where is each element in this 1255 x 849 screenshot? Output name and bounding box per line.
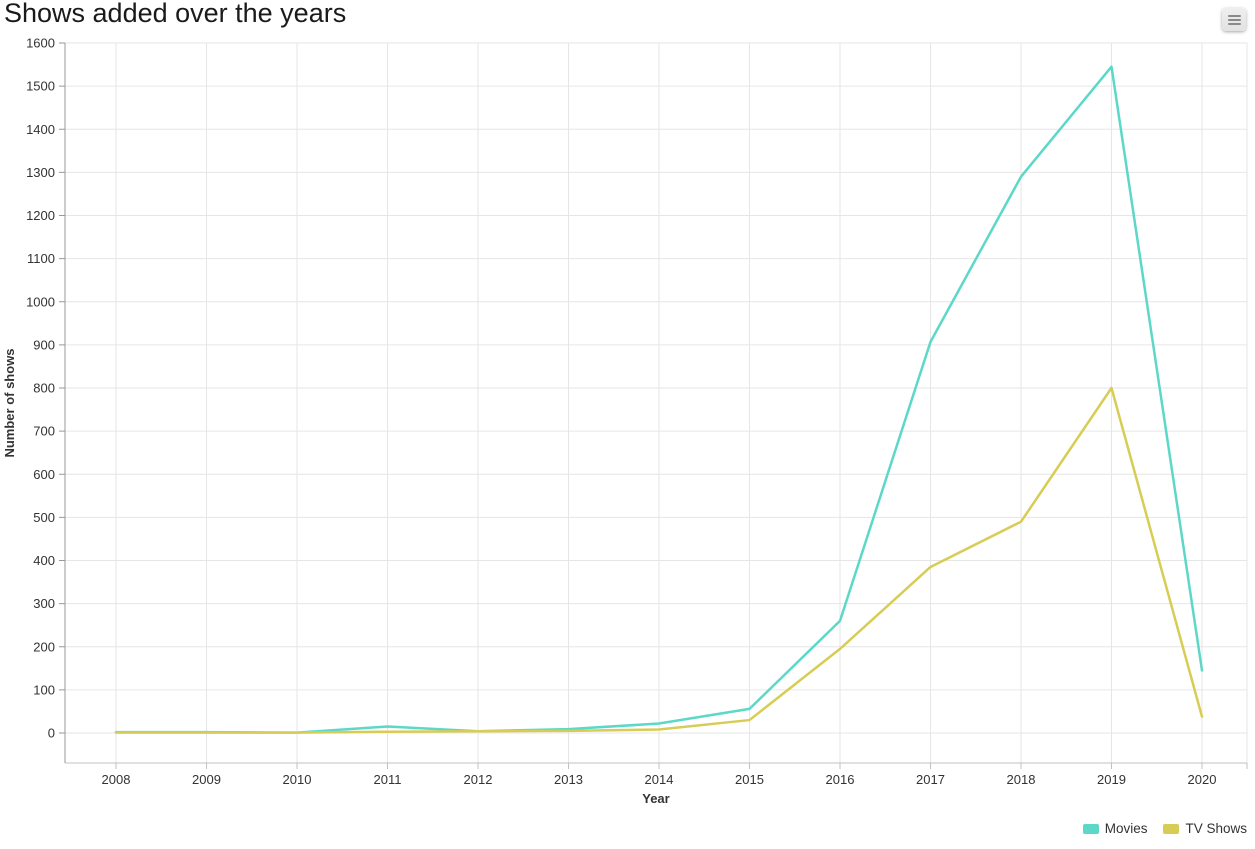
- tv-shows-line: [114, 386, 1204, 734]
- context-menu-button[interactable]: [1222, 8, 1246, 31]
- x-axis-label: 2018: [1007, 772, 1036, 787]
- x-axis-label: 2012: [464, 772, 493, 787]
- y-axis-label: 400: [33, 553, 55, 568]
- y-axis-label: 100: [33, 682, 55, 697]
- legend-item-tv-shows[interactable]: TV Shows: [1163, 821, 1247, 836]
- y-axis-label: 700: [33, 424, 55, 439]
- axis-labels: 0 100 200 300 400 500 600 700 800 900 1000 1100 1200…: [26, 36, 1216, 788]
- y-axis-label: 500: [33, 510, 55, 525]
- x-axis-label: 2020: [1188, 772, 1217, 787]
- y-axis-label: 0: [48, 726, 55, 741]
- x-axis-label: 2017: [916, 772, 945, 787]
- legend-swatch-tv-shows: [1163, 823, 1180, 834]
- axes: [59, 42, 1248, 769]
- y-axis-label: 1200: [26, 208, 55, 223]
- chart-title: Shows added over the years: [4, 0, 347, 28]
- y-axis-label: 1000: [26, 294, 55, 309]
- x-axis-label: 2011: [374, 772, 402, 787]
- x-axis-label: 2009: [192, 772, 221, 787]
- y-axis-label: 1400: [26, 122, 55, 137]
- y-axis-label: 300: [33, 596, 55, 611]
- y-axis-label: 200: [33, 639, 55, 654]
- y-axis-title: Number of shows: [2, 348, 17, 457]
- x-axis-label: 2016: [826, 772, 855, 787]
- legend: Movies TV Shows: [1082, 821, 1247, 836]
- gridlines: [65, 42, 1248, 763]
- y-axis-label: 1100: [27, 251, 55, 266]
- x-axis-label: 2010: [283, 772, 312, 787]
- y-axis-label: 900: [33, 337, 55, 352]
- x-axis-label: 2013: [554, 772, 583, 787]
- y-axis-label: 1500: [26, 79, 55, 94]
- legend-item-movies[interactable]: Movies: [1082, 821, 1148, 836]
- x-axis-label: 2019: [1097, 772, 1126, 787]
- y-axis-label: 800: [33, 381, 55, 396]
- x-axis-label: 2014: [645, 772, 674, 787]
- series-lines: [114, 65, 1204, 734]
- y-axis-label: 1600: [26, 36, 55, 51]
- hamburger-icon: [1227, 14, 1241, 25]
- x-axis-label: 2008: [102, 772, 131, 787]
- legend-label-movies: Movies: [1104, 821, 1148, 836]
- legend-swatch-movies: [1082, 823, 1099, 834]
- y-axis-label: 1300: [26, 165, 55, 180]
- x-axis-label: 2015: [735, 772, 764, 787]
- x-axis-title: Year: [642, 791, 669, 806]
- y-axis-label: 600: [33, 467, 55, 482]
- legend-label-tv-shows: TV Shows: [1185, 821, 1247, 836]
